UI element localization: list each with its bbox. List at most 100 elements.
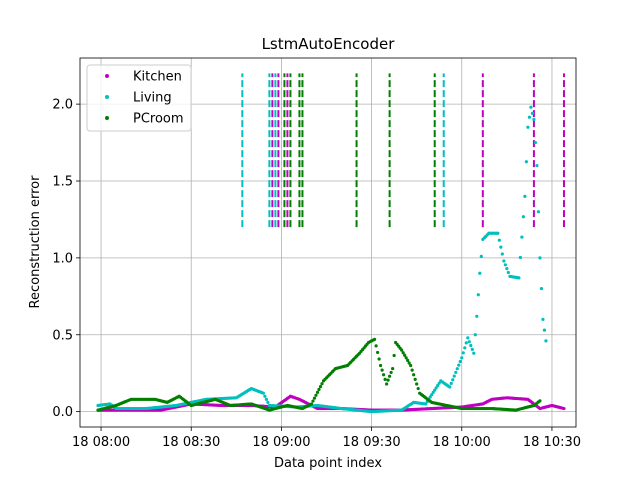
- data-point: [424, 402, 428, 406]
- data-point: [470, 347, 474, 351]
- data-point: [406, 358, 410, 362]
- data-point: [410, 368, 414, 372]
- data-point: [315, 390, 320, 395]
- data-point: [461, 351, 465, 355]
- data-points: [96, 105, 566, 414]
- plot-frame: [79, 57, 577, 428]
- data-point: [502, 259, 506, 263]
- x-axis-label: Data point index: [274, 456, 382, 471]
- y-tick-label: 2.0: [52, 98, 73, 113]
- data-point: [428, 395, 432, 399]
- data-point: [437, 381, 441, 385]
- data-point: [506, 270, 510, 275]
- data-point: [392, 353, 396, 358]
- x-tick-label: 18 10:00: [433, 435, 491, 450]
- data-point: [318, 385, 323, 389]
- data-point: [404, 356, 408, 360]
- data-point: [416, 386, 420, 391]
- data-point: [266, 400, 270, 404]
- data-point: [311, 399, 315, 403]
- data-point: [317, 387, 321, 392]
- data-point: [261, 391, 265, 395]
- data-point: [530, 111, 535, 115]
- y-tick-label: 0.0: [52, 405, 73, 420]
- data-point: [469, 343, 473, 348]
- data-point: [386, 378, 390, 382]
- data-point: [466, 336, 470, 340]
- data-point: [413, 377, 417, 381]
- data-point: [542, 328, 547, 332]
- data-point: [517, 276, 521, 280]
- y-tick-label: 0.5: [52, 328, 73, 343]
- data-point: [314, 393, 318, 397]
- data-point: [472, 351, 476, 355]
- data-point: [503, 263, 507, 267]
- series-pcroom: [96, 337, 542, 412]
- data-point: [309, 402, 314, 406]
- data-point: [524, 160, 529, 164]
- data-point: [520, 235, 524, 239]
- data-point: [479, 254, 483, 258]
- x-tick-label: 18 08:00: [72, 435, 130, 450]
- data-point: [434, 386, 438, 390]
- data-point: [407, 361, 411, 365]
- data-point: [464, 341, 468, 345]
- legend-entry: PCroom: [133, 112, 184, 127]
- data-point: [433, 388, 437, 392]
- data-point: [431, 390, 435, 395]
- chart-title: LstmAutoEncoder: [262, 35, 396, 53]
- x-axis: 18 08:00 18 08:30 18 09:00 18 09:30 18 10:00…: [72, 427, 581, 450]
- data-point: [527, 115, 532, 119]
- event-lines: [241, 73, 565, 228]
- data-point: [415, 382, 419, 386]
- data-point: [454, 370, 458, 375]
- legend-marker: [105, 116, 109, 120]
- data-point: [380, 368, 384, 372]
- data-point: [473, 333, 477, 337]
- legend-box: [86, 64, 192, 132]
- data-point: [403, 353, 407, 357]
- legend-marker: [105, 74, 109, 78]
- data-point: [391, 366, 395, 371]
- legend-marker: [105, 95, 109, 99]
- data-point: [539, 287, 544, 291]
- legend-entry: Kitchen: [133, 70, 182, 85]
- data-point: [535, 164, 539, 168]
- data-point: [455, 367, 459, 371]
- data-point: [521, 215, 525, 219]
- legend: Kitchen Living PCroom: [86, 64, 192, 132]
- data-point: [505, 267, 509, 271]
- data-point: [500, 252, 504, 256]
- data-point: [382, 373, 386, 377]
- data-point: [449, 381, 453, 385]
- data-point: [467, 340, 471, 344]
- data-point: [412, 373, 416, 377]
- data-point: [544, 339, 548, 343]
- data-point: [376, 350, 380, 355]
- x-tick-label: 18 09:00: [252, 435, 310, 450]
- data-point: [430, 393, 434, 397]
- data-point: [562, 406, 566, 411]
- data-point: [478, 271, 482, 275]
- data-point: [452, 374, 456, 378]
- data-point: [383, 377, 387, 381]
- data-point: [460, 356, 464, 360]
- data-point: [385, 382, 389, 386]
- data-point: [529, 105, 533, 109]
- x-tick-label: 18 10:30: [523, 435, 581, 450]
- data-point: [409, 363, 413, 368]
- data-point: [518, 255, 522, 260]
- data-point: [401, 351, 405, 355]
- x-tick-label: 18 09:30: [343, 435, 401, 450]
- y-axis: 0.0 0.5 1.0 1.5 2.0: [52, 98, 80, 420]
- data-point: [451, 378, 455, 382]
- data-point: [476, 293, 480, 297]
- data-point: [523, 194, 527, 198]
- data-point: [463, 346, 467, 350]
- data-point: [389, 370, 393, 375]
- legend-entry: Living: [133, 91, 172, 106]
- data-point: [320, 382, 324, 386]
- data-point: [312, 396, 317, 400]
- data-point: [457, 363, 461, 367]
- data-point: [436, 383, 440, 388]
